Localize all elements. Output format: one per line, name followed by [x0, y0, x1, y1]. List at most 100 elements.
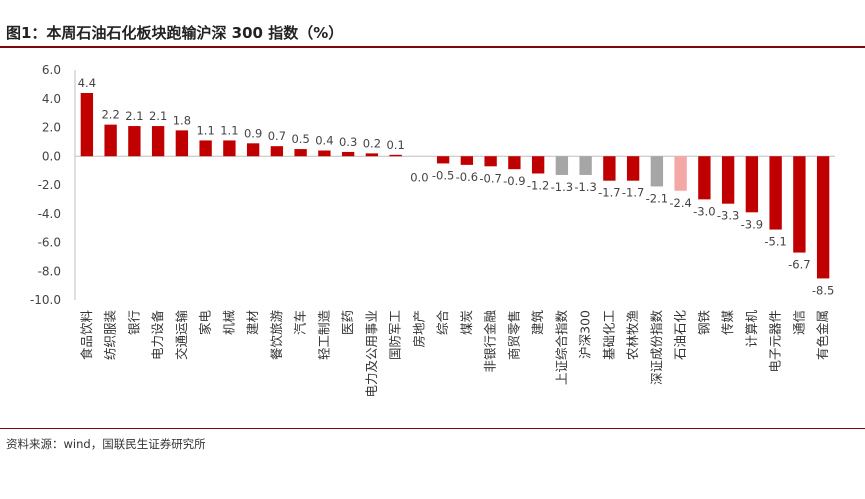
bar	[365, 153, 379, 157]
data-label: -3.3	[717, 209, 739, 223]
bar	[769, 156, 782, 230]
data-label: 0.4	[315, 134, 333, 148]
y-tick-label: -4.0	[38, 207, 61, 221]
category-label: 有色金属	[815, 310, 830, 360]
source-note: 资料来源：wind，国联民生证券研究所	[6, 437, 206, 451]
category-label: 非银行金融	[483, 310, 498, 373]
bar	[199, 140, 212, 157]
category-label: 轻工制造	[316, 310, 331, 361]
category-label: 计算机	[744, 310, 759, 348]
bar	[745, 156, 759, 213]
bar	[175, 130, 189, 157]
chart-title: 图1：本周石油石化板块跑输沪深 300 指数（%）	[6, 24, 344, 42]
category-label: 商贸零售	[506, 310, 521, 360]
category-label: 银行	[126, 310, 141, 335]
bar	[436, 156, 450, 164]
bar	[223, 140, 236, 157]
category-label: 汽车	[293, 310, 308, 335]
data-label: 0.9	[244, 126, 262, 140]
category-label: 农林牧渔	[625, 310, 640, 360]
bar	[793, 156, 806, 253]
category-label: 机械	[221, 310, 236, 336]
bar	[698, 156, 711, 200]
category-label: 钢铁	[696, 310, 711, 336]
data-label: 0.3	[339, 135, 357, 149]
category-label: 深证成份指数	[649, 310, 664, 386]
data-label: -0.9	[503, 174, 525, 188]
bar	[341, 151, 355, 157]
bar	[603, 156, 616, 181]
data-label: 0.5	[291, 132, 309, 146]
data-label: -3.0	[693, 204, 715, 218]
data-label: -1.3	[551, 180, 573, 194]
y-tick-label: -8.0	[38, 264, 61, 278]
data-label: -0.6	[456, 170, 478, 184]
data-label: -0.5	[432, 168, 454, 182]
category-label: 国防军工	[388, 310, 403, 360]
data-label: 0.7	[268, 129, 286, 143]
y-tick-label: 4.0	[42, 92, 61, 106]
bar	[626, 156, 640, 181]
bar	[816, 156, 830, 279]
data-label: -1.7	[622, 186, 644, 200]
y-tick-label: -6.0	[38, 236, 61, 250]
data-label: -5.1	[764, 235, 786, 249]
bar	[650, 156, 664, 187]
category-label: 通信	[791, 310, 806, 335]
data-label: -1.2	[527, 179, 549, 193]
data-label: -6.7	[788, 258, 810, 272]
bar	[318, 150, 331, 157]
data-label: 2.2	[101, 108, 119, 122]
category-label: 建筑	[530, 310, 545, 336]
category-label: 石油石化	[673, 310, 688, 361]
data-label: 2.1	[149, 109, 167, 123]
title-divider	[0, 46, 865, 48]
data-label: -3.9	[741, 217, 763, 231]
bar	[721, 156, 735, 204]
category-label: 医药	[340, 310, 355, 335]
y-tick-label: 2.0	[42, 121, 61, 135]
data-label: 1.8	[173, 113, 191, 127]
category-label: 上证综合指数	[554, 310, 569, 386]
y-tick-label: -2.0	[38, 178, 61, 192]
data-label: -0.7	[479, 171, 501, 185]
bar	[80, 93, 94, 157]
bar	[294, 149, 307, 157]
data-label: 0.2	[363, 136, 381, 150]
data-label: -2.4	[669, 196, 691, 210]
bar	[508, 156, 521, 170]
data-label: 4.4	[78, 76, 96, 90]
bar	[128, 126, 141, 157]
category-label: 综合	[435, 310, 450, 336]
bar	[151, 126, 165, 157]
y-tick-label: 0.0	[42, 149, 61, 163]
data-label: 1.1	[220, 123, 238, 137]
bar-chart: 6.0 4.0 2.0 0.0 -2.0 -4.0 -6.0 -8.0 -10.0 4.4 食品饮料…	[30, 63, 835, 398]
category-label: 建材	[245, 310, 260, 335]
data-label: -1.3	[574, 180, 596, 194]
data-label: -1.7	[598, 186, 620, 200]
category-label: 纺织服装	[103, 310, 118, 360]
source-divider	[0, 428, 865, 429]
bar	[460, 156, 474, 165]
y-tick-label: 6.0	[42, 63, 61, 77]
category-label: 基础化工	[601, 310, 616, 360]
bar	[555, 156, 569, 175]
category-label: 煤炭	[459, 310, 474, 335]
category-label: 餐饮旅游	[269, 310, 284, 361]
category-label: 电力设备	[150, 310, 165, 361]
bar	[579, 156, 592, 175]
category-label: 电力及公用事业	[364, 310, 379, 398]
category-label: 房地产	[411, 310, 426, 348]
data-label: 0.0	[410, 170, 428, 184]
data-label: -8.5	[812, 283, 834, 297]
data-label: 2.1	[125, 109, 143, 123]
category-label: 家电	[198, 310, 213, 336]
data-label: 1.1	[196, 123, 214, 137]
category-label: 食品饮料	[79, 310, 94, 361]
bar	[389, 154, 402, 157]
data-label: -2.1	[646, 191, 668, 205]
bar	[531, 156, 545, 174]
bar	[104, 124, 117, 157]
y-tick-label: -10.0	[30, 293, 61, 307]
